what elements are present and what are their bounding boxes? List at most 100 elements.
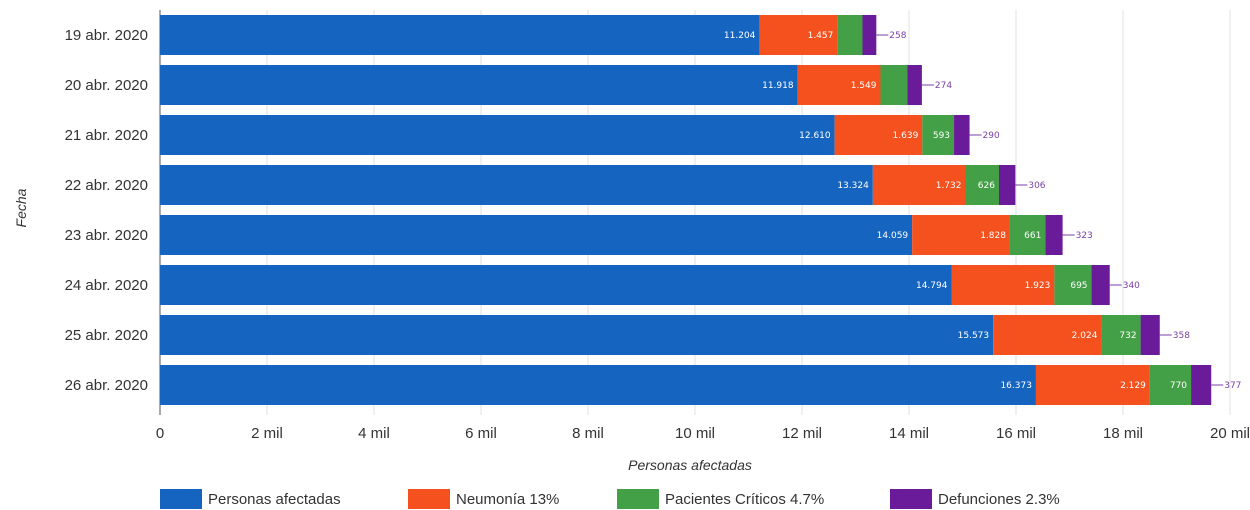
category-label: 25 abr. 2020 — [65, 327, 148, 344]
bar-segment — [1045, 215, 1063, 255]
data-label: 1.639 — [893, 131, 919, 141]
bar-segment — [837, 15, 863, 55]
data-label: 2.024 — [1072, 331, 1098, 341]
category-label: 22 abr. 2020 — [65, 177, 148, 194]
legend-label: Personas afectadas — [208, 491, 341, 508]
bar-segment — [862, 15, 877, 55]
legend-label: Neumonía 13% — [456, 491, 559, 508]
bar-segment — [1009, 215, 1046, 255]
data-label: 1.923 — [1025, 281, 1051, 291]
bar-segment — [907, 65, 922, 105]
category-label: 21 abr. 2020 — [65, 127, 148, 144]
bar-segment — [834, 115, 923, 155]
bar-segment — [872, 165, 966, 205]
bar-segment — [1054, 265, 1092, 305]
bar-segment — [1091, 265, 1110, 305]
bar-segment — [993, 315, 1102, 355]
bar-segment — [954, 115, 970, 155]
x-tick-label: 0 — [156, 425, 164, 442]
bar-segment — [1191, 365, 1212, 405]
legend-swatch — [408, 489, 450, 509]
bar-segment — [160, 115, 835, 155]
x-tick-labels: 0 2 mil 4 mil 6 mil 8 mil 10 mil 12 mil 14 mil 1… — [156, 425, 1250, 442]
x-tick-label: 2 mil — [251, 425, 283, 442]
category-label: 26 abr. 2020 — [65, 377, 148, 394]
data-label: 274 — [935, 81, 952, 91]
x-tick-label: 14 mil — [889, 425, 929, 442]
bar-segment — [965, 165, 999, 205]
x-tick-label: 12 mil — [782, 425, 822, 442]
data-label: 770 — [1170, 381, 1187, 391]
data-label: 377 — [1224, 381, 1241, 391]
bar-segment — [160, 365, 1036, 405]
data-label: 11.918 — [762, 81, 794, 91]
data-label: 1.457 — [808, 31, 834, 41]
bar-segment — [1035, 365, 1150, 405]
data-label: 258 — [889, 31, 906, 41]
category-labels: 19 abr. 2020 20 abr. 2020 21 abr. 2020 22 a… — [65, 27, 148, 394]
bar-segment — [998, 165, 1016, 205]
data-label: 13.324 — [837, 181, 869, 191]
data-label: 15.573 — [958, 331, 990, 341]
legend-item[interactable]: Neumonía 13% — [408, 489, 559, 509]
data-label: 340 — [1123, 281, 1140, 291]
data-label: 593 — [933, 131, 950, 141]
legend-item[interactable]: Defunciones 2.3% — [890, 489, 1060, 509]
data-label: 1.828 — [980, 231, 1006, 241]
bar-segment — [160, 265, 952, 305]
x-tick-label: 20 mil — [1210, 425, 1250, 442]
data-label: 323 — [1076, 231, 1093, 241]
bar-segment — [160, 215, 913, 255]
data-label: 11.204 — [724, 31, 756, 41]
legend-item[interactable]: Personas afectadas — [160, 489, 341, 509]
legend-label: Defunciones 2.3% — [938, 491, 1060, 508]
legend-label: Pacientes Críticos 4.7% — [665, 491, 824, 508]
data-label: 16.373 — [1000, 381, 1032, 391]
legend-swatch — [890, 489, 932, 509]
x-tick-label: 18 mil — [1103, 425, 1143, 442]
x-tick-label: 16 mil — [996, 425, 1036, 442]
category-label: 20 abr. 2020 — [65, 77, 148, 94]
data-label: 358 — [1173, 331, 1190, 341]
data-label: 2.129 — [1120, 381, 1146, 391]
bar-segment — [951, 265, 1055, 305]
x-tick-label: 10 mil — [675, 425, 715, 442]
bar-segment — [160, 65, 798, 105]
data-label: 14.059 — [877, 231, 909, 241]
bar-segment — [160, 315, 994, 355]
x-tick-label: 6 mil — [465, 425, 497, 442]
bar-segment — [797, 65, 881, 105]
x-tick-label: 4 mil — [358, 425, 390, 442]
y-axis-title: Fecha — [13, 188, 29, 227]
bar-segment — [922, 115, 955, 155]
bar-segment — [880, 65, 908, 105]
legend: Personas afectadas Neumonía 13% Pacientes … — [160, 489, 1060, 509]
data-label: 12.610 — [799, 131, 831, 141]
data-label: 306 — [1028, 181, 1045, 191]
data-label: 661 — [1024, 231, 1041, 241]
bar-segment — [1101, 315, 1141, 355]
data-label: 1.732 — [936, 181, 962, 191]
legend-swatch — [617, 489, 659, 509]
category-label: 23 abr. 2020 — [65, 227, 148, 244]
data-label: 290 — [983, 131, 1000, 141]
bar-segment — [912, 215, 1010, 255]
category-label: 19 abr. 2020 — [65, 27, 148, 44]
data-label: 1.549 — [851, 81, 877, 91]
bar-segment — [759, 15, 838, 55]
category-label: 24 abr. 2020 — [65, 277, 148, 294]
x-tick-label: 8 mil — [572, 425, 604, 442]
data-label: 14.794 — [916, 281, 948, 291]
bar-segment — [160, 165, 873, 205]
data-label: 626 — [978, 181, 995, 191]
x-axis-title: Personas afectadas — [628, 457, 752, 473]
bar-segment — [1149, 365, 1192, 405]
bars-layer: 11.204 1.457 258 11.918 1.549 274 12.610 1.639 5… — [160, 15, 1241, 405]
data-label: 695 — [1070, 281, 1087, 291]
legend-swatch — [160, 489, 202, 509]
legend-item[interactable]: Pacientes Críticos 4.7% — [617, 489, 824, 509]
data-label: 732 — [1119, 331, 1136, 341]
bar-segment — [160, 15, 760, 55]
